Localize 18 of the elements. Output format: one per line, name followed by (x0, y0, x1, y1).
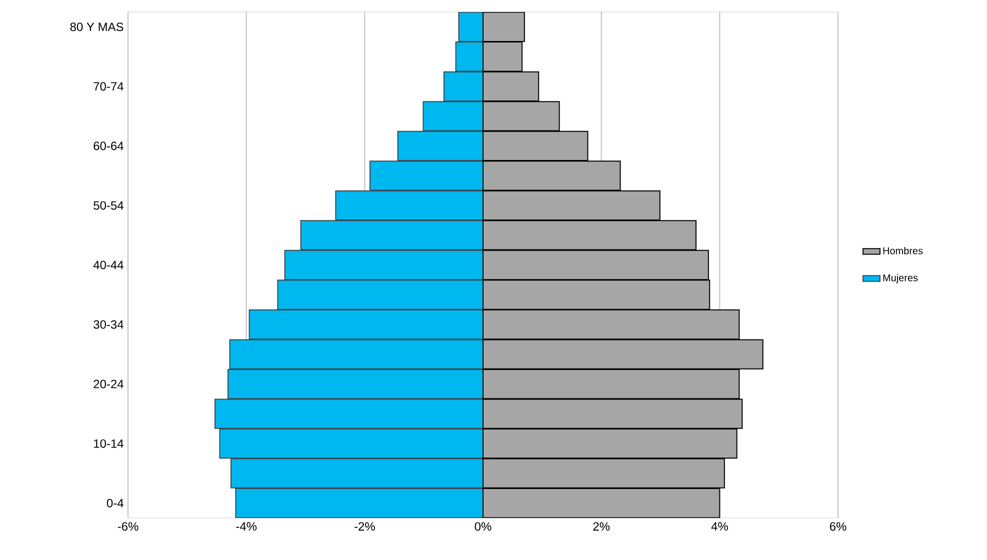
legend-label: Hombres (883, 246, 923, 254)
y-tick-label: 40-44 (93, 260, 124, 270)
y-tick-label: 0-4 (106, 498, 124, 508)
y-tick-label: 70-74 (94, 82, 124, 91)
y-tick-label: 10-14 (94, 439, 124, 448)
y-tick-label: 30-34 (94, 320, 124, 329)
y-tick-label: 50-54 (94, 201, 124, 210)
x-tick-label: 0% (474, 522, 492, 531)
y-tick-label: 60-64 (94, 142, 124, 150)
x-tick-label: 4% (711, 522, 728, 531)
x-tick-label: 2% (593, 522, 610, 531)
x-tick-label: -2% (354, 522, 375, 531)
x-tick-label: 6% (830, 522, 846, 531)
legend-label: Mujeres (883, 274, 918, 284)
x-tick-label: -4% (236, 522, 257, 531)
y-tick-label: 20-24 (94, 380, 124, 388)
y-tick-label: 80 Y MAS (70, 22, 124, 32)
x-tick-label: -6% (118, 522, 138, 531)
